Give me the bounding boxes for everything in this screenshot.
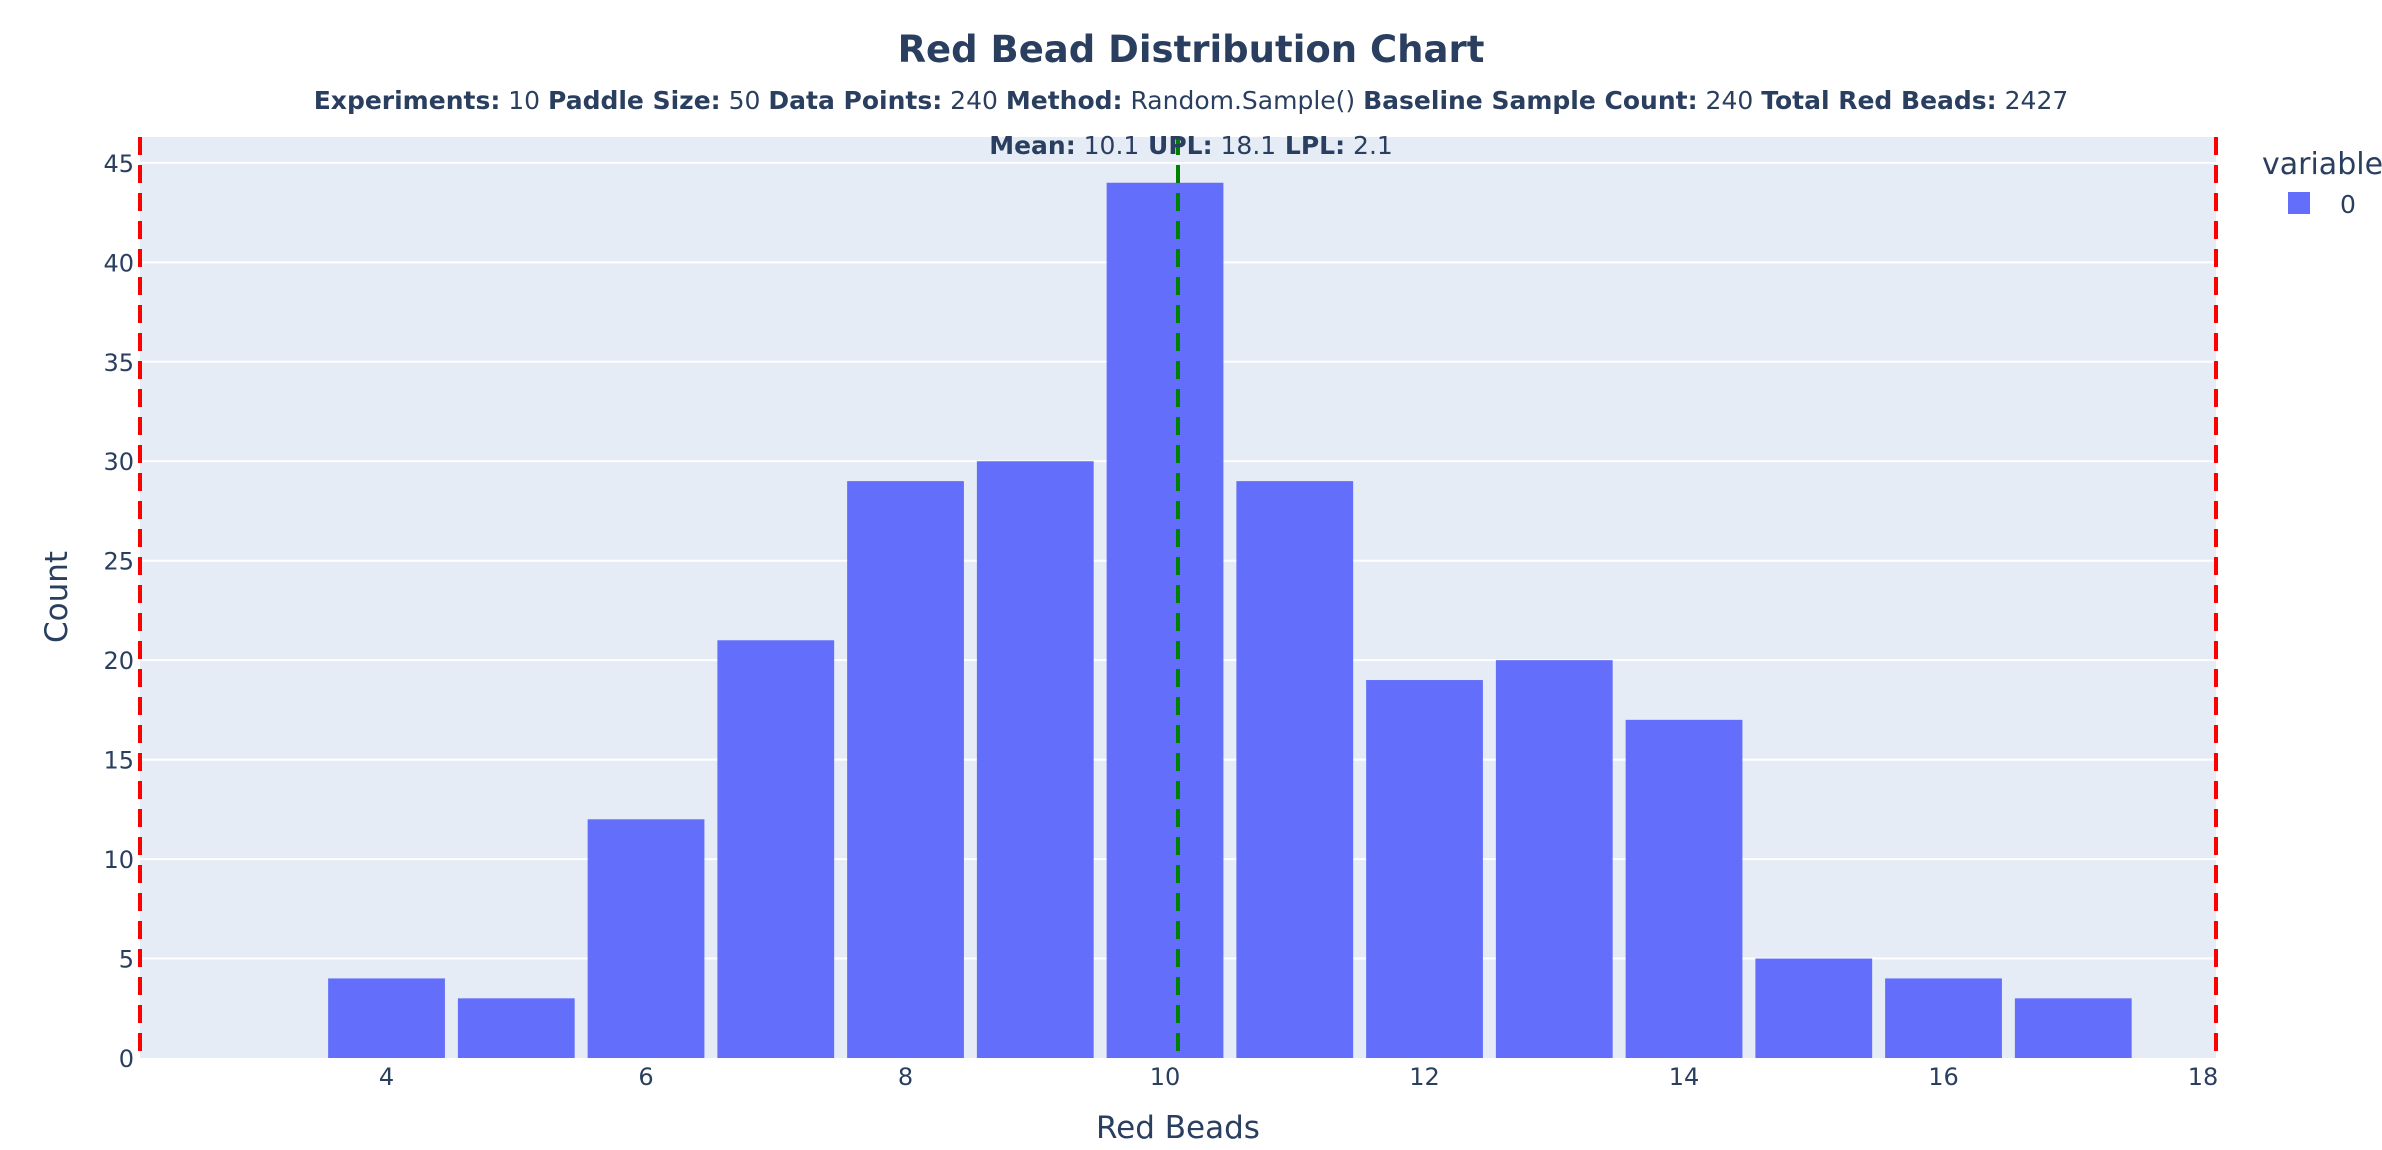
x-tick-labels: 4 6 8 10 12 14 16 18 xyxy=(379,1063,2218,1091)
chart-title: Red Bead Distribution Chart xyxy=(897,28,1485,71)
x-tick-label: 8 xyxy=(898,1063,913,1091)
x-tick-label: 16 xyxy=(1928,1063,1959,1091)
y-tick-label: 35 xyxy=(103,349,134,377)
stats-label: Mean: xyxy=(989,131,1076,160)
bar xyxy=(847,481,964,1059)
legend-title: variable xyxy=(2262,147,2382,182)
x-tick-label: 18 xyxy=(2188,1063,2219,1091)
stats-label: UPL: xyxy=(1139,131,1212,160)
bar xyxy=(1755,958,1873,1058)
x-axis-title: Red Beads xyxy=(1096,1110,1260,1146)
y-tick-label: 5 xyxy=(119,946,134,974)
stats-value: 18.1 xyxy=(1213,131,1277,160)
stats-annotation: Mean: 10.1 UPL: 18.1 LPL: 2.1 xyxy=(989,131,1393,160)
subtitle-label: Experiments: xyxy=(313,86,501,115)
bar xyxy=(2014,998,2132,1058)
y-tick-label: 45 xyxy=(103,150,134,178)
x-tick-label: 12 xyxy=(1409,1063,1440,1091)
subtitle-value: Random.Sample() xyxy=(1122,86,1364,115)
stats-label: LPL: xyxy=(1276,131,1345,160)
bar xyxy=(1106,182,1224,1059)
subtitle-label: Data Points: xyxy=(768,86,943,115)
subtitle-value: 240 xyxy=(1697,86,1762,115)
x-tick-label: 6 xyxy=(638,1063,653,1091)
subtitle-label: Total Red Beads: xyxy=(1761,86,1997,115)
bar xyxy=(1885,978,2002,1058)
subtitle-value: 50 xyxy=(720,86,769,115)
x-tick-label: 14 xyxy=(1669,1063,1700,1091)
bar xyxy=(328,978,445,1058)
y-axis-title: Count xyxy=(39,551,75,643)
bar xyxy=(457,998,575,1058)
subtitle-label: Baseline Sample Count: xyxy=(1363,86,1698,115)
y-tick-label: 40 xyxy=(103,249,134,277)
bar xyxy=(587,819,705,1058)
y-tick-label: 15 xyxy=(103,747,134,775)
bar xyxy=(717,640,835,1058)
bar xyxy=(1495,660,1613,1058)
reference-lines xyxy=(138,137,2218,1058)
y-tick-label: 0 xyxy=(119,1045,134,1073)
bar xyxy=(1625,719,1743,1058)
legend-swatch xyxy=(2288,192,2310,214)
stats-value: 10.1 xyxy=(1076,131,1140,160)
bar xyxy=(1366,680,1483,1058)
bars xyxy=(328,182,2132,1059)
y-tick-label: 10 xyxy=(103,846,134,874)
legend: variable 0 xyxy=(2262,147,2382,219)
subtitle-label: Method: xyxy=(1005,86,1123,115)
y-tick-labels: 0 5 10 15 20 25 30 35 40 45 xyxy=(103,150,134,1073)
stats-value: 2.1 xyxy=(1345,131,1393,160)
subtitle-value: 10 xyxy=(500,86,549,115)
y-tick-label: 20 xyxy=(103,647,134,675)
subtitle-value: 2427 xyxy=(1996,86,2069,115)
x-tick-label: 10 xyxy=(1150,1063,1181,1091)
x-tick-label: 4 xyxy=(379,1063,394,1091)
subtitle-label: Paddle Size: xyxy=(548,86,721,115)
y-tick-label: 30 xyxy=(103,448,134,476)
bar xyxy=(1236,481,1354,1059)
legend-entry-label: 0 xyxy=(2340,190,2356,219)
chart-subtitle: Experiments: 10 Paddle Size: 50 Data Poi… xyxy=(0,86,2382,115)
subtitle-value: 240 xyxy=(942,86,1006,115)
bar xyxy=(976,461,1094,1058)
y-tick-label: 25 xyxy=(103,548,134,576)
